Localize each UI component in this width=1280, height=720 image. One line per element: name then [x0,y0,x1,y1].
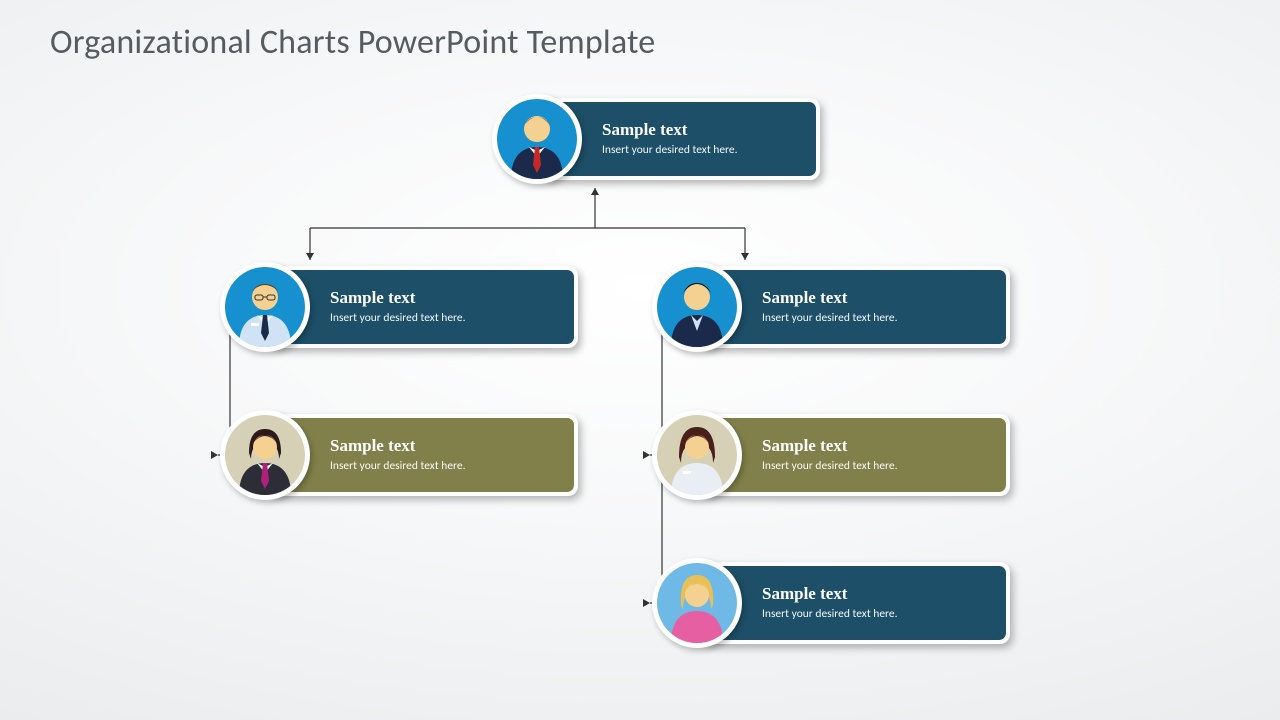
org-card: Sample text Insert your desired text here… [700,414,1010,496]
org-card: Sample text Insert your desired text here… [268,414,578,496]
org-chart: Sample text Insert your desired text here… [0,0,1280,720]
org-card-title: Sample text [330,288,560,308]
org-card: Sample text Insert your desired text here… [700,266,1010,348]
avatar-icon [220,410,310,500]
org-card-title: Sample text [762,288,992,308]
avatar-icon [492,94,582,184]
org-card: Sample text Insert your desired text here… [700,562,1010,644]
org-card-title: Sample text [602,120,802,140]
org-card-title: Sample text [762,584,992,604]
org-card: Sample text Insert your desired text here… [268,266,578,348]
org-card-subtitle: Insert your desired text here. [602,143,802,157]
org-card: Sample text Insert your desired text here… [540,98,820,180]
org-card-subtitle: Insert your desired text here. [762,311,992,325]
org-card-subtitle: Insert your desired text here. [762,607,992,621]
org-card-title: Sample text [330,436,560,456]
org-card-subtitle: Insert your desired text here. [330,459,560,473]
avatar-icon [220,262,310,352]
org-card-subtitle: Insert your desired text here. [330,311,560,325]
avatar-icon [652,410,742,500]
org-card-subtitle: Insert your desired text here. [762,459,992,473]
org-card-title: Sample text [762,436,992,456]
avatar-icon [652,558,742,648]
avatar-icon [652,262,742,352]
